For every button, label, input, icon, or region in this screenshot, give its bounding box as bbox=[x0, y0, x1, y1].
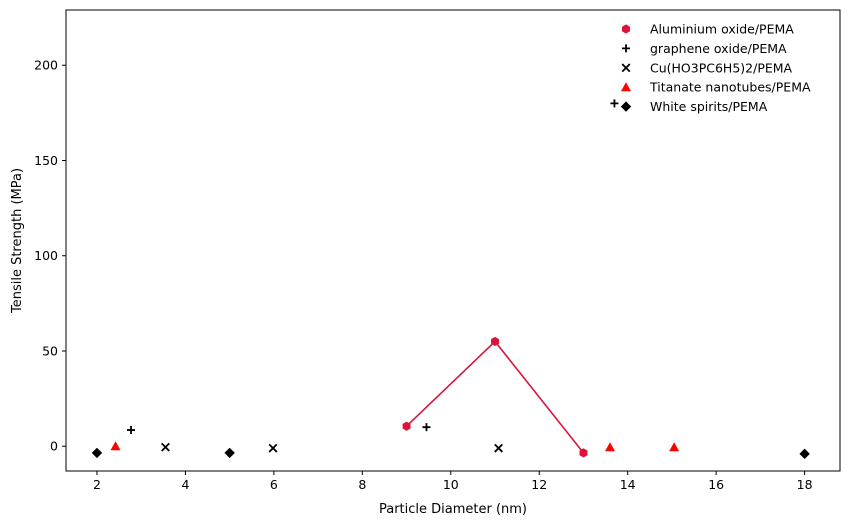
y-tick-label: 0 bbox=[50, 439, 58, 454]
legend-marker bbox=[620, 101, 632, 112]
data-point bbox=[161, 442, 170, 452]
data-point bbox=[268, 443, 278, 453]
legend-label: graphene oxide/PEMA bbox=[650, 41, 787, 56]
x-axis-label: Particle Diameter (nm) bbox=[379, 502, 527, 517]
x-tick-label: 8 bbox=[358, 477, 366, 492]
data-point bbox=[494, 443, 503, 453]
y-tick-label: 200 bbox=[34, 58, 58, 73]
y-tick-label: 100 bbox=[34, 248, 58, 263]
data-point bbox=[669, 442, 680, 452]
legend-label: Aluminium oxide/PEMA bbox=[650, 22, 794, 37]
y-axis-label: Tensile Strength (MPa) bbox=[10, 168, 25, 314]
x-tick-label: 14 bbox=[620, 477, 636, 492]
x-tick-label: 12 bbox=[531, 477, 547, 492]
series-1 bbox=[127, 99, 619, 435]
legend: Aluminium oxide/PEMA graphene oxide/PEMA C… bbox=[620, 22, 811, 114]
data-point bbox=[110, 441, 121, 451]
x-tick-label: 6 bbox=[270, 477, 278, 492]
x-tick-label: 10 bbox=[443, 477, 459, 492]
legend-marker bbox=[621, 63, 631, 73]
data-point bbox=[127, 426, 136, 435]
legend-label: Titanate nanotubes/PEMA bbox=[649, 80, 811, 95]
data-point bbox=[224, 447, 235, 459]
y-tick-label: 50 bbox=[42, 343, 58, 358]
legend-marker bbox=[621, 82, 631, 92]
series-line bbox=[406, 340, 585, 454]
data-point bbox=[610, 99, 619, 108]
x-tick-label: 18 bbox=[797, 477, 813, 492]
series-4 bbox=[91, 447, 810, 460]
series-0 bbox=[402, 336, 588, 458]
legend-label: White spirits/PEMA bbox=[650, 99, 768, 114]
plot-area bbox=[91, 99, 810, 460]
data-point bbox=[491, 336, 499, 347]
data-point bbox=[91, 447, 103, 459]
x-tick-label: 2 bbox=[93, 477, 101, 492]
data-point bbox=[799, 448, 810, 460]
data-point bbox=[402, 421, 411, 431]
x-tick-label: 16 bbox=[708, 477, 724, 492]
x-axis: 2 4 6 8 10 12 14 16 18 bbox=[93, 471, 813, 492]
series-3 bbox=[110, 441, 680, 452]
y-axis: 0 50 100 150 200 bbox=[34, 58, 66, 454]
plot-frame bbox=[65, 9, 841, 472]
series-2 bbox=[161, 442, 503, 453]
x-tick-label: 4 bbox=[181, 477, 189, 492]
data-point bbox=[579, 448, 588, 458]
y-tick-label: 150 bbox=[34, 153, 58, 168]
data-point bbox=[422, 423, 431, 432]
legend-marker bbox=[622, 44, 630, 53]
legend-marker bbox=[622, 24, 630, 34]
legend-label: Cu(HO3PC6H5)2/PEMA bbox=[650, 60, 793, 75]
data-point bbox=[605, 442, 616, 452]
